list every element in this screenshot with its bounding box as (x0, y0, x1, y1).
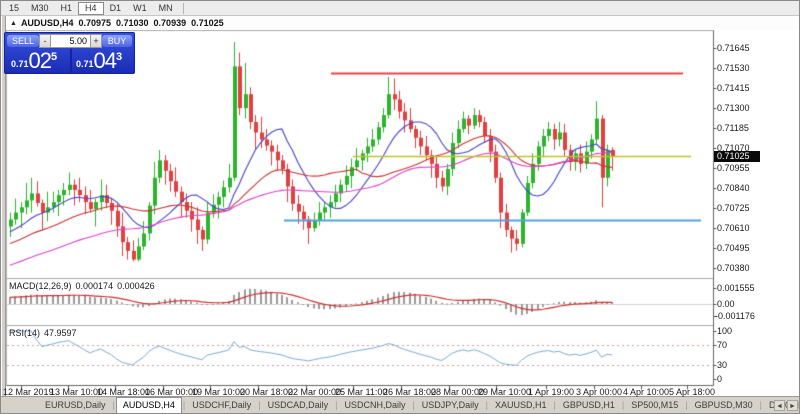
price-axis-label: 0.70495 (717, 243, 750, 254)
chart-tab-gbpusd[interactable]: GBPUSD,H1 (562, 399, 615, 410)
sell-price-big: 02 (28, 48, 53, 73)
date-axis-label: 13 Mar 10:00 (50, 387, 104, 397)
tab-scroll-left-button[interactable]: ◄ (774, 400, 785, 411)
timeframe-button-h4[interactable]: H4 (78, 1, 104, 15)
date-axis-label: 26 Mar 18:00 (383, 387, 437, 397)
chart-icon: ▲ (10, 19, 17, 27)
title-close: 0.71025 (191, 18, 224, 28)
timeframe-button-w1[interactable]: W1 (133, 2, 147, 13)
tab-separator: | (182, 400, 186, 410)
sell-price[interactable]: 0.71 02 5 (11, 46, 57, 72)
tab-separator: | (759, 400, 762, 410)
date-axis-label: 20 Mar 18:00 (240, 387, 294, 397)
rsi-label: RSI(14) (9, 328, 41, 338)
one-click-trading-panel: SELL - 5.00 + BUY 0.71 02 5 0.71 04 3 (4, 32, 135, 74)
current-price-box: 0.71025 (714, 151, 760, 162)
chart-window-title: ▲ AUDUSD,H4 0.70975 0.71030 0.70939 0.71… (6, 16, 799, 30)
price-axis-label: 0.71070 (717, 143, 750, 154)
title-low: 0.70939 (153, 18, 187, 28)
price-axis-label: 0.71415 (717, 83, 750, 94)
timeframe-button-mn[interactable]: MN (158, 2, 173, 13)
price-axis-label: 0.70955 (717, 163, 750, 174)
volume-increase-button[interactable]: + (90, 34, 102, 48)
title-open: 0.70975 (78, 18, 111, 28)
timeframe-button-m30[interactable]: M30 (31, 2, 49, 13)
tab-separator: | (685, 400, 688, 410)
date-axis-label: 29 Mar 10:00 (478, 387, 532, 397)
volume-decrease-button[interactable]: - (39, 34, 51, 48)
price-axis-label: 0.71185 (717, 123, 749, 134)
price-axis-label: 0.70380 (717, 263, 750, 274)
buy-button[interactable]: BUY (102, 35, 132, 47)
price-axis-label: 0.70610 (717, 223, 750, 234)
chart-tab-sp500[interactable]: SP500,M15 (631, 399, 679, 410)
tab-separator: | (485, 400, 488, 410)
macd-scale-zero: 0.00 (717, 299, 735, 309)
tab-separator: | (621, 400, 625, 410)
buy-price-sup: 3 (116, 51, 123, 63)
macd-scale-max: 0.001555 (717, 282, 755, 293)
chart-tab-bar: EURUSD,Daily | AUDUSD,H4 | USDCHF,Daily | USDC… (1, 396, 799, 413)
chart-tab-usdchf[interactable]: USDCHF,Daily (192, 399, 252, 410)
chart-tab-gbpusd[interactable]: GBPUSD,M30 (694, 399, 753, 410)
rsi-scale-label: 30 (717, 359, 728, 370)
chart-tab-usdjpy[interactable]: USDJPY,Daily (421, 399, 479, 410)
tab-separator: | (335, 400, 338, 410)
tab-scroll-right-button[interactable]: ► (787, 400, 798, 411)
title-symbol: AUDUSD,H4 (20, 18, 74, 28)
price-axis-label: 0.70725 (717, 203, 750, 214)
tab-separator: | (258, 400, 261, 410)
sell-price-sup: 5 (51, 51, 58, 63)
date-axis-label: 28 Mar 00:00 (431, 387, 485, 397)
price-axis-label: 0.71530 (717, 63, 750, 74)
date-axis-label: 22 Mar 00:00 (288, 387, 342, 397)
chart-tab-eurusd[interactable]: EURUSD,Daily (45, 399, 106, 410)
price-axis-label: 0.70840 (717, 183, 750, 194)
rsi-value: 47.9597 (44, 328, 77, 338)
sell-button[interactable]: SELL (7, 35, 39, 47)
macd-value-main: 0.000174 (75, 281, 114, 291)
date-axis-label: 25 Mar 11:00 (335, 387, 388, 397)
tab-separator: | (112, 400, 115, 410)
chart-tab-xauusd[interactable]: XAUUSD,H1 (495, 399, 547, 410)
rsi-scale-label: 100 (717, 326, 733, 336)
macd-label: MACD(12,26,9) (9, 281, 72, 291)
chart-tab-audusd[interactable]: AUDUSD,H4 (115, 397, 182, 413)
rsi-header: RSI(14) 47.9597 (9, 328, 81, 338)
rsi-scale-label: 70 (717, 340, 728, 351)
date-axis-label: 1 Apr 19:00 (528, 387, 575, 397)
timeframe-button-d1[interactable]: D1 (109, 2, 122, 13)
trade-panel-divider (70, 49, 72, 73)
chart-tab-usdcad[interactable]: USDCAD,Daily (267, 399, 329, 410)
date-axis-label: 4 Apr 10:00 (623, 387, 670, 397)
buy-price[interactable]: 0.71 04 3 (76, 46, 122, 72)
toolbar-separator (182, 2, 184, 14)
date-axis-label: 16 Mar 00:00 (145, 387, 199, 397)
buy-price-frac: 0.71 (76, 59, 94, 69)
date-axis-label: 3 Apr 00:00 (576, 387, 623, 397)
date-axis-label: 5 Apr 18:00 (669, 387, 716, 397)
title-high: 0.71030 (116, 18, 149, 28)
window-left-edge (1, 16, 6, 413)
date-axis-label: 12 Mar 2019 (3, 387, 54, 397)
chart-tab-usdcnh[interactable]: USDCNH,Daily (344, 399, 406, 410)
sell-price-frac: 0.71 (11, 59, 29, 69)
macd-value-signal: 0.000426 (117, 281, 155, 291)
macd-header: MACD(12,26,9) 0.000174 0.000426 (9, 281, 159, 291)
rsi-scale-label: 0 (717, 374, 723, 384)
date-axis-label: 19 Mar 10:00 (192, 387, 246, 397)
timeframe-toolbar: 15 M30 H1 H4 D1 W1 MN (1, 1, 799, 16)
price-axis-label: 0.71300 (717, 103, 750, 114)
tab-separator: | (553, 400, 556, 410)
volume-input[interactable]: 5.00 (51, 34, 90, 48)
buy-price-big: 04 (93, 48, 118, 73)
macd-scale-min: -0.001176 (715, 311, 755, 322)
price-axis-label: 0.71645 (717, 43, 750, 54)
tab-separator: | (412, 400, 415, 410)
date-axis-label: 14 Mar 18:00 (97, 387, 151, 397)
timeframe-button-15[interactable]: 15 (9, 2, 20, 13)
timeframe-button-h1[interactable]: H1 (60, 2, 73, 13)
